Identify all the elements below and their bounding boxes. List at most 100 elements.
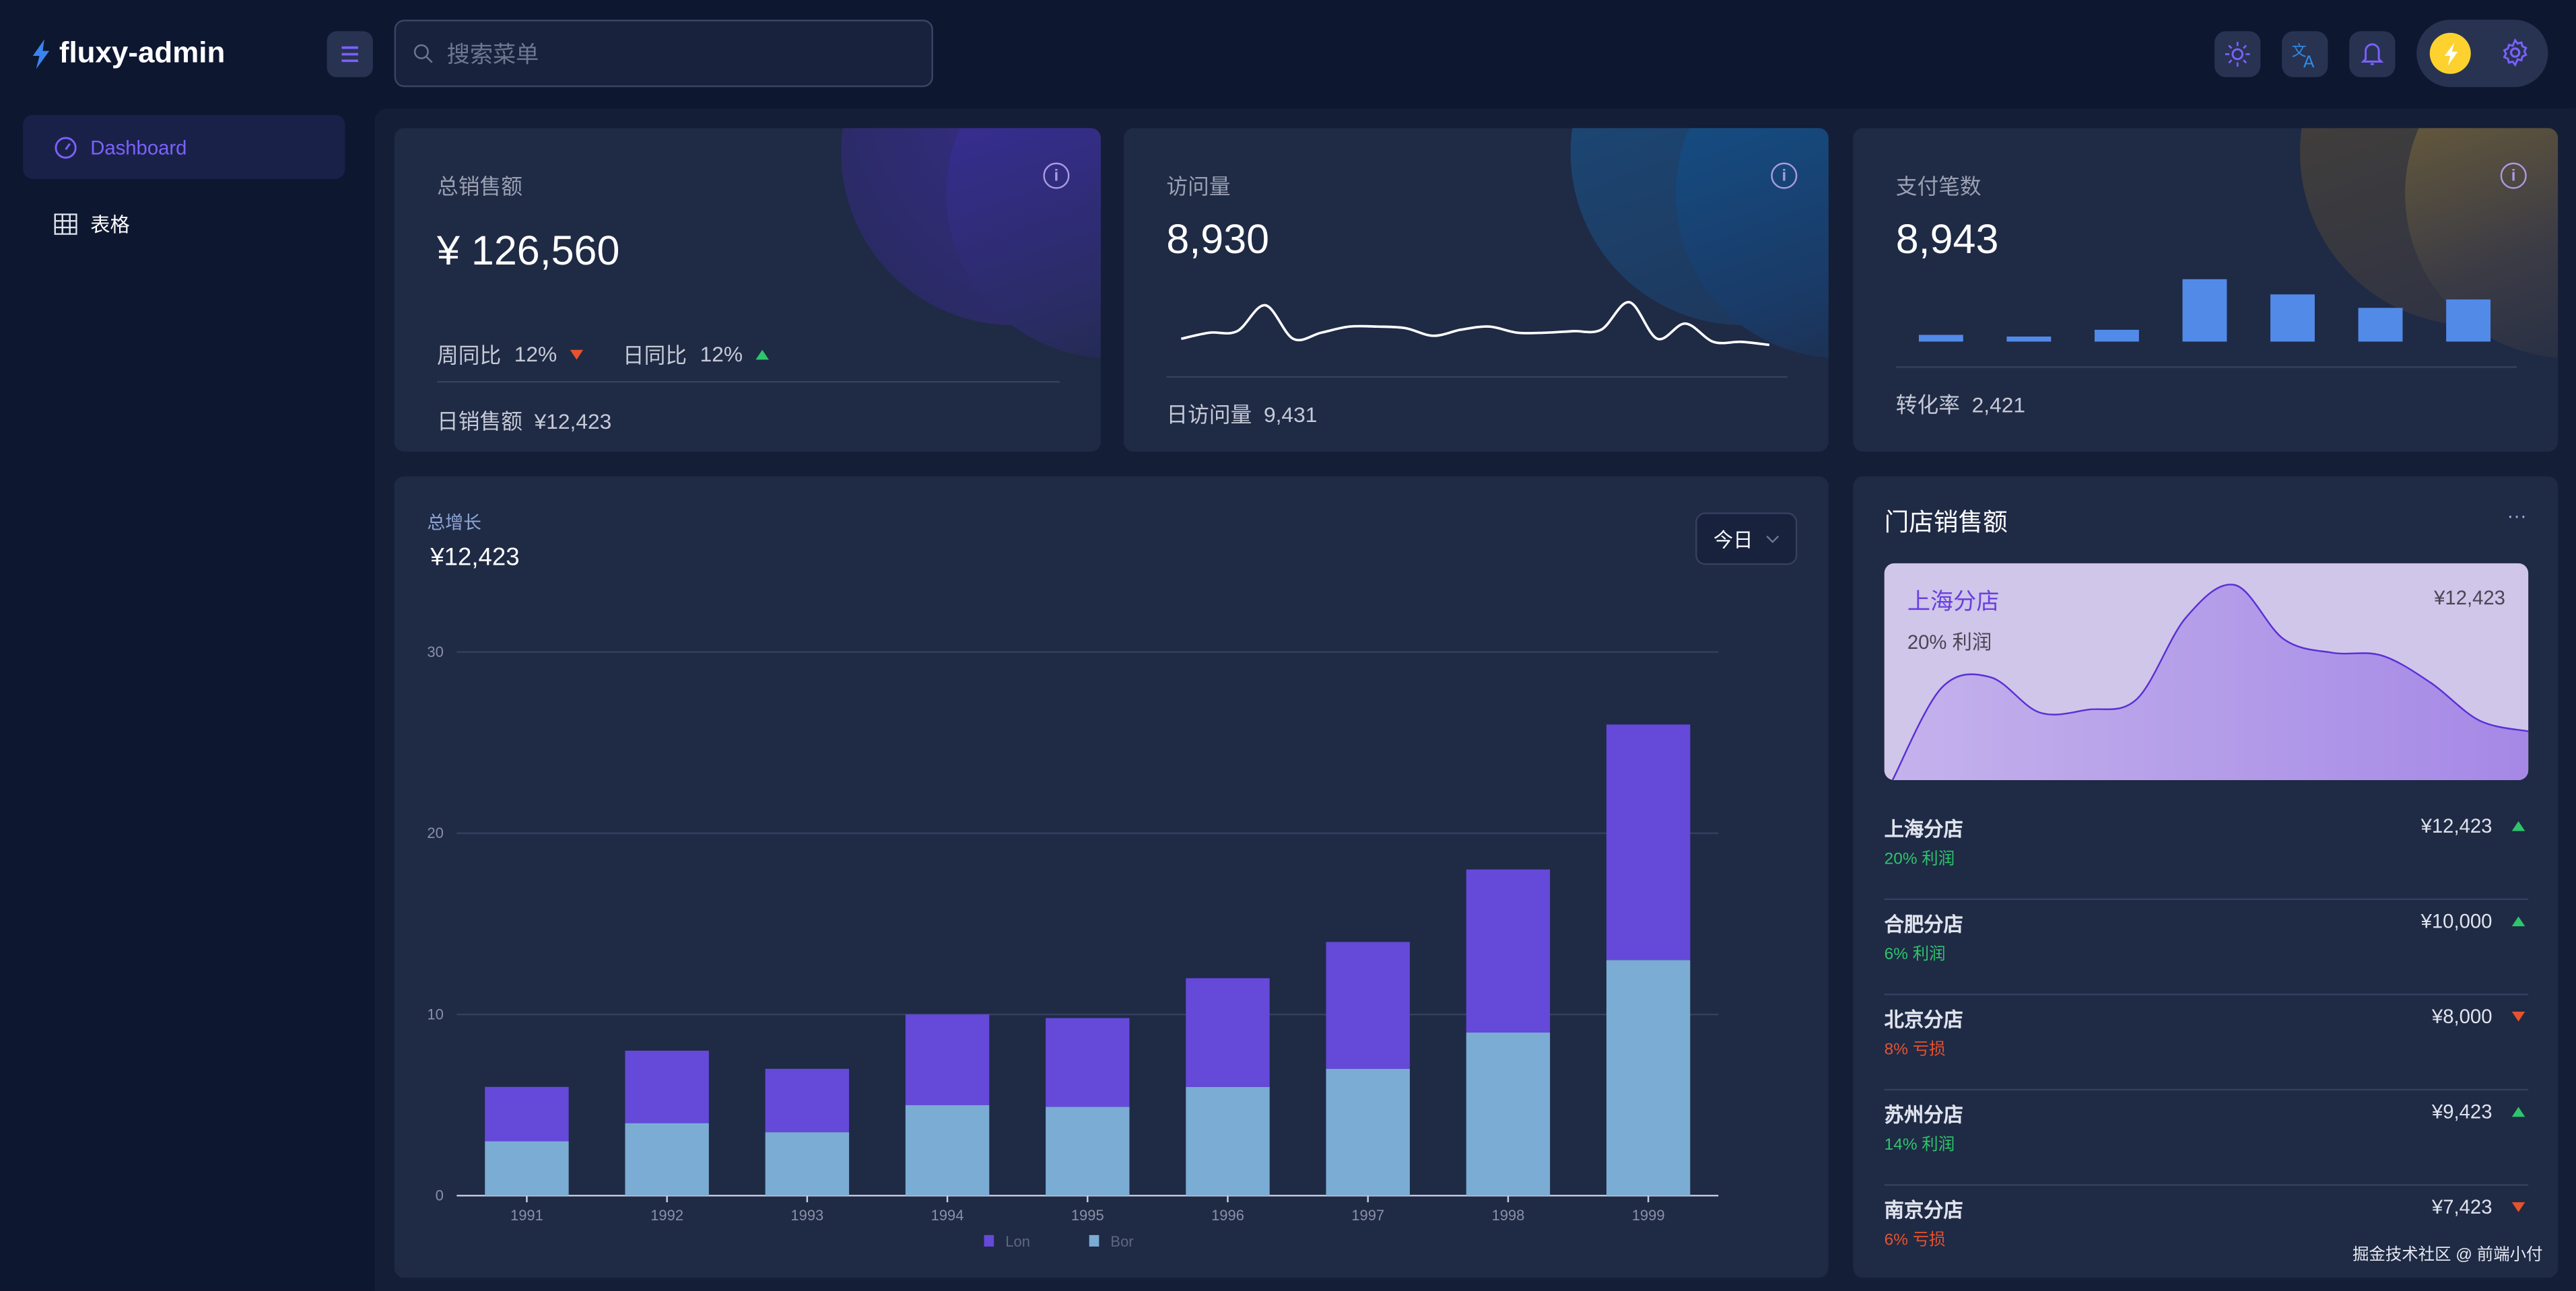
divider bbox=[1166, 376, 1788, 378]
growth-value: ¥12,423 bbox=[430, 543, 520, 572]
payment-bar[interactable] bbox=[2358, 308, 2403, 342]
store-list-item: 合肥分店 6% 利润 ¥10,000 bbox=[1884, 900, 2529, 996]
store-list-item: 北京分店 8% 亏损 ¥8,000 bbox=[1884, 996, 2529, 1091]
x-tick-label: 1996 bbox=[1211, 1207, 1244, 1224]
gear-icon bbox=[2503, 38, 2528, 67]
payment-bar[interactable] bbox=[2006, 337, 2052, 342]
settings-button[interactable] bbox=[2501, 38, 2530, 75]
bar-bor[interactable] bbox=[625, 1123, 709, 1196]
card-title: 支付笔数 bbox=[1895, 174, 1981, 199]
bar-lon[interactable] bbox=[1186, 978, 1270, 1087]
stat-card-payments: 支付笔数 i 8,943 转化率 2,421 bbox=[1853, 128, 2558, 452]
payments-bar-chart bbox=[1918, 279, 2491, 342]
day-label: 日同比 bbox=[622, 343, 687, 368]
info-icon[interactable]: i bbox=[1771, 162, 1798, 189]
store-list-item: 南京分店 6% 亏损 ¥7,423 bbox=[1885, 1186, 2528, 1278]
y-tick-label: 20 bbox=[427, 825, 443, 841]
area-line bbox=[1891, 584, 2529, 780]
trend-down-icon bbox=[2511, 1202, 2526, 1212]
more-options-button[interactable]: ··· bbox=[2507, 504, 2527, 528]
bar-bor[interactable] bbox=[1186, 1086, 1270, 1196]
trend-up-icon bbox=[2511, 1107, 2526, 1117]
bar-lon[interactable] bbox=[905, 1014, 990, 1105]
bar-lon[interactable] bbox=[1466, 869, 1551, 1033]
stat-card-sales: 总销售额 i ¥ 126,560 周同比 12% 日同比 12% 日销售额 ¥1… bbox=[394, 128, 1101, 452]
stat-card-visits: 访问量 i 8,930 日访问量 9,431 bbox=[1123, 128, 1829, 452]
table-icon bbox=[54, 213, 77, 235]
week-value: 12% bbox=[514, 341, 557, 367]
card-title: 访问量 bbox=[1166, 174, 1231, 199]
payment-bar[interactable] bbox=[2270, 294, 2315, 342]
payment-bar[interactable] bbox=[1918, 335, 1963, 342]
payment-bar[interactable] bbox=[2446, 299, 2491, 342]
legend-label[interactable]: Bor bbox=[1110, 1233, 1133, 1250]
store-value: ¥12,423 bbox=[2420, 814, 2493, 838]
payment-bar[interactable] bbox=[2182, 279, 2227, 342]
card-footer: 日访问量 9,431 bbox=[1166, 397, 1317, 428]
bell-icon bbox=[2361, 43, 2384, 65]
bar-bor[interactable] bbox=[1046, 1107, 1130, 1196]
y-tick-label: 0 bbox=[436, 1187, 444, 1204]
lightning-avatar-icon bbox=[2443, 42, 2458, 65]
growth-stacked-bar-chart: 0 10 20 30 1991 1992 1993 1994 1995 1996 1997 1998 1… bbox=[427, 643, 1719, 1250]
featured-store: 上海分店 ¥12,423 20% 利润 bbox=[1884, 563, 2529, 780]
period-select-value: 今日 bbox=[1713, 528, 1753, 551]
x-tick-label: 1998 bbox=[1491, 1207, 1524, 1224]
notifications-button[interactable] bbox=[2349, 31, 2396, 77]
footer-value: 2,421 bbox=[1971, 392, 2026, 417]
bar-bor[interactable] bbox=[485, 1141, 569, 1196]
bar-lon[interactable] bbox=[1326, 942, 1410, 1069]
bar-lon[interactable] bbox=[1046, 1018, 1130, 1107]
bar-lon[interactable] bbox=[1606, 724, 1691, 961]
footer-value: 9,431 bbox=[1263, 402, 1318, 427]
store-name: 苏州分店 bbox=[1884, 1103, 1963, 1127]
sun-icon bbox=[2225, 42, 2250, 67]
trend-up-icon bbox=[755, 349, 770, 359]
store-value: ¥7,423 bbox=[2431, 1195, 2493, 1219]
week-label: 周同比 bbox=[437, 343, 502, 368]
bar-bor[interactable] bbox=[1326, 1068, 1410, 1196]
search-input[interactable] bbox=[446, 40, 907, 67]
store-list-item: 苏州分店 14% 利润 ¥9,423 bbox=[1884, 1090, 2529, 1186]
card-footer: 日销售额 ¥12,423 bbox=[437, 404, 611, 435]
bar-bor[interactable] bbox=[765, 1132, 850, 1196]
sales-value: ¥ 126,560 bbox=[437, 228, 620, 275]
app-title: fluxy-admin bbox=[59, 36, 226, 69]
logo[interactable]: fluxy-admin bbox=[30, 36, 225, 71]
svg-text:A: A bbox=[2303, 52, 2315, 69]
bar-lon[interactable] bbox=[765, 1068, 850, 1133]
store-value: ¥8,000 bbox=[2431, 1005, 2493, 1028]
divider bbox=[437, 381, 1060, 383]
avatar[interactable] bbox=[2429, 32, 2471, 74]
info-icon[interactable]: i bbox=[2500, 162, 2527, 189]
menu-toggle-button[interactable] bbox=[327, 31, 373, 77]
growth-card: 总增长 ¥12,423 今日 0 10 20 30 1991 1992 1993 1994 19… bbox=[394, 476, 1829, 1278]
bar-bor[interactable] bbox=[905, 1105, 990, 1196]
payment-bar[interactable] bbox=[2095, 329, 2139, 342]
y-tick-label: 10 bbox=[427, 1006, 443, 1022]
bar-bor[interactable] bbox=[1466, 1033, 1551, 1196]
card-title: 总销售额 bbox=[437, 174, 522, 199]
x-tick-label: 1993 bbox=[790, 1207, 823, 1224]
search-box[interactable] bbox=[394, 20, 933, 88]
bar-lon[interactable] bbox=[625, 1050, 709, 1123]
legend-label[interactable]: Lon bbox=[1005, 1233, 1030, 1250]
period-select[interactable]: 今日 bbox=[1695, 512, 1798, 565]
store-name: 北京分店 bbox=[1884, 1008, 1963, 1032]
bar-bor[interactable] bbox=[1606, 960, 1691, 1196]
store-name: 合肥分店 bbox=[1884, 913, 1963, 936]
featured-store-value: ¥12,423 bbox=[2434, 586, 2505, 610]
theme-toggle-button[interactable] bbox=[2214, 31, 2261, 77]
info-icon[interactable]: i bbox=[1043, 162, 1070, 189]
area-fill bbox=[1892, 584, 2529, 780]
hamburger-icon bbox=[341, 46, 358, 63]
sidebar-item-table[interactable]: 表格 bbox=[23, 192, 345, 256]
trend-up-icon bbox=[2511, 916, 2526, 927]
sidebar-item-dashboard[interactable]: Dashboard bbox=[23, 114, 345, 179]
legend-swatch bbox=[984, 1234, 994, 1247]
legend-swatch bbox=[1089, 1234, 1099, 1247]
bar-lon[interactable] bbox=[485, 1086, 569, 1142]
footer-value: ¥12,423 bbox=[534, 409, 612, 434]
